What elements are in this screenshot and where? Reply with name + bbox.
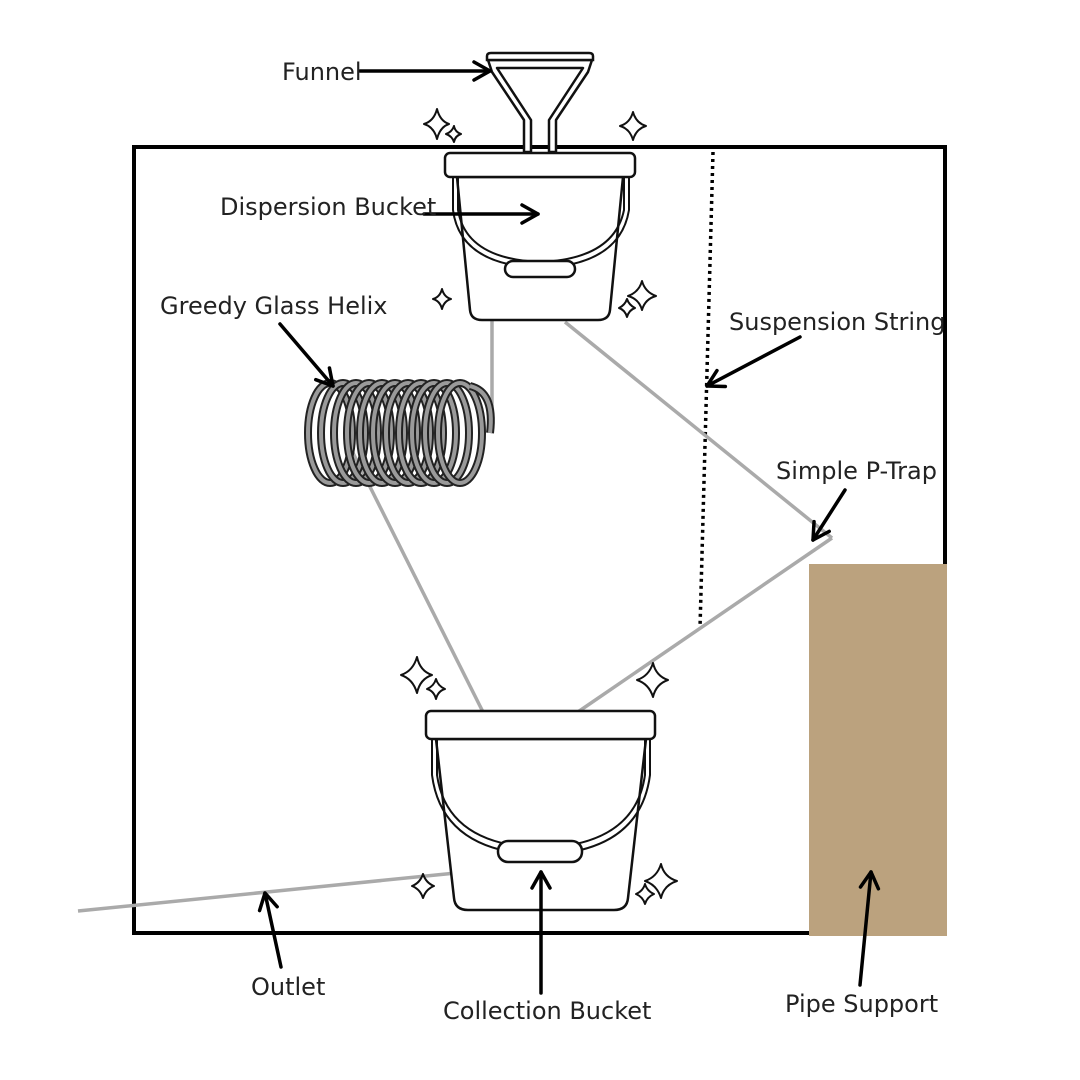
dispersion-bucket-label: Dispersion Bucket: [220, 193, 436, 221]
helix-coil-loop: [371, 381, 419, 485]
labels: Funnel Dispersion Bucket Greedy Glass He…: [160, 58, 945, 1025]
sparkle-icon: [635, 883, 655, 905]
sparkle-icon: [619, 111, 647, 141]
greedy-glass-helix: [304, 379, 495, 487]
pipe-support-block: [809, 564, 947, 936]
helix-coil-loop: [397, 381, 445, 485]
helix-coil-tail: [469, 384, 493, 434]
helix-coil-loop: [410, 381, 458, 485]
dispersion-bucket: [443, 151, 637, 322]
sparkle-icon: [627, 280, 657, 311]
sparkle-icon: [636, 662, 669, 698]
helix-coil-loop: [332, 381, 380, 485]
helix-coil-loop: [345, 381, 393, 485]
funnel-label: Funnel: [282, 58, 362, 86]
sparkle-icon: [423, 108, 450, 140]
sparkle-icon: [411, 873, 435, 899]
helix-coil-loop: [436, 381, 484, 485]
outlet-arrow: [257, 891, 283, 969]
helix-coil-loop: [423, 381, 471, 485]
greedy-glass-helix-label: Greedy Glass Helix: [160, 292, 388, 320]
sparkle-icon: [618, 298, 636, 318]
callout-arrows: [257, 60, 881, 995]
outlet-label: Outlet: [251, 973, 325, 1001]
pipe-ptrap-to-collection: [571, 536, 833, 718]
collection-bucket: [424, 709, 657, 912]
sparkle-icon: [644, 863, 678, 899]
sparkle-icon: [426, 678, 446, 700]
collection-bucket-label: Collection Bucket: [443, 997, 651, 1025]
sparkle-icon: [445, 125, 462, 143]
funnel: [485, 51, 595, 154]
pipe-support-label: Pipe Support: [785, 990, 938, 1018]
sparkle-icon: [400, 656, 433, 694]
p-trap-arrow: [811, 488, 847, 542]
helix-coil-loop: [319, 381, 367, 485]
helix-coil-loop: [384, 381, 432, 485]
enclosure-frame: [132, 145, 947, 935]
helix-arrow: [278, 322, 335, 388]
pipe-support-arrow: [858, 870, 881, 987]
suspension-string: [698, 151, 715, 629]
simple-p-trap-label: Simple P-Trap: [776, 457, 937, 485]
sparkle-icon: [432, 288, 452, 310]
suspension-string-arrow: [705, 335, 802, 389]
pipe-bucket-to-ptrap: [563, 320, 834, 540]
helix-coil-loop: [358, 381, 406, 485]
sparkles: [400, 108, 678, 905]
suspension-string-label: Suspension String: [729, 308, 945, 336]
